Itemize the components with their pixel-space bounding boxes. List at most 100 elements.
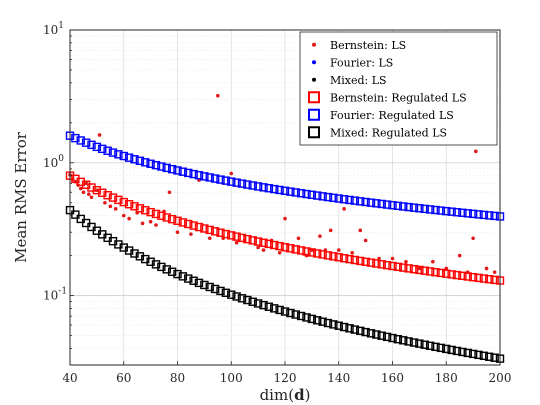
x-tick-label: 180 — [435, 371, 458, 385]
bernstein-ls-point — [261, 248, 266, 252]
bernstein-regulated-ls-marker — [436, 268, 446, 278]
fourier-regulated-ls-marker — [425, 205, 435, 214]
bernstein-regulated-ls-marker — [350, 255, 360, 265]
legend-dot-marker — [312, 77, 316, 82]
fourier-regulated-ls-marker — [124, 153, 134, 162]
bernstein-ls-point — [350, 250, 354, 255]
fourier-regulated-ls-marker — [474, 210, 483, 219]
y-axis-label: Mean RMS Error — [12, 131, 30, 263]
fourier-regulated-ls-marker — [447, 207, 456, 216]
bernstein-regulated-ls-marker — [302, 247, 311, 256]
mixed-regulated-ls-marker — [388, 333, 397, 343]
bernstein-regulated-ls-marker — [184, 219, 193, 229]
mixed-regulated-ls-marker — [210, 284, 220, 294]
fourier-regulated-ls-marker — [167, 164, 177, 174]
mixed-regulated-ls-marker — [264, 302, 274, 311]
fourier-regulated-ls-marker — [409, 203, 419, 212]
fourier-regulated-ls-marker — [151, 160, 161, 170]
fourier-regulated-ls-marker — [264, 184, 274, 193]
mixed-regulated-ls-marker — [393, 334, 403, 344]
fourier-regulated-ls-marker — [307, 190, 317, 200]
bernstein-ls-point — [283, 216, 287, 221]
bernstein-ls-point — [216, 93, 220, 98]
fourier-regulated-ls-marker — [431, 205, 440, 215]
fourier-regulated-ls-marker — [291, 188, 300, 197]
bernstein-ls-point — [358, 228, 363, 233]
legend: Bernstein: LS Fourier: LS Mixed: LS Bernste… — [299, 31, 498, 146]
mixed-regulated-ls-marker — [162, 265, 171, 274]
mixed-regulated-ls-marker — [302, 313, 311, 322]
mixed-regulated-ls-marker — [356, 326, 365, 336]
fourier-regulated-ls-marker — [210, 174, 220, 183]
mixed-regulated-ls-marker — [334, 321, 343, 330]
fourier-regulated-ls-marker — [356, 197, 365, 206]
bernstein-regulated-ls-marker — [151, 209, 161, 219]
bernstein-regulated-ls-marker — [280, 243, 290, 252]
bernstein-regulated-ls-marker — [92, 185, 102, 195]
mixed-regulated-ls-marker — [490, 353, 499, 362]
fourier-regulated-ls-marker — [87, 140, 96, 150]
legend-box — [299, 31, 498, 146]
legend-label: Fourier: LS — [330, 56, 393, 69]
fourier-regulated-ls-marker — [178, 167, 188, 176]
bernstein-ls-point — [229, 171, 234, 176]
mixed-regulated-ls-marker — [366, 329, 376, 338]
mixed-regulated-ls-marker — [221, 288, 231, 298]
mixed-regulated-ls-marker — [151, 260, 161, 269]
mixed-regulated-ls-marker — [237, 294, 247, 303]
fourier-regulated-ls-marker — [436, 206, 446, 215]
legend-label: Mixed: Regulated LS — [330, 126, 447, 139]
bernstein-ls-point — [431, 259, 435, 264]
fourier-regulated-ls-marker — [194, 171, 204, 180]
bernstein-regulated-ls-marker — [329, 252, 338, 261]
bernstein-ls-point — [113, 207, 118, 211]
legend-label: Bernstein: LS — [330, 39, 406, 52]
legend-label: Mixed: LS — [330, 74, 387, 87]
bernstein-regulated-ls-marker — [442, 269, 451, 278]
y-tick-label: 101 — [43, 21, 64, 37]
fourier-regulated-ls-marker — [382, 200, 392, 209]
fourier-regulated-ls-marker — [345, 195, 354, 205]
bernstein-regulated-ls-marker — [447, 270, 456, 279]
fourier-regulated-ls-marker — [103, 146, 112, 155]
bernstein-regulated-ls-marker — [420, 266, 429, 275]
bernstein-regulated-ls-marker — [415, 265, 424, 275]
mixed-regulated-ls-marker — [339, 322, 349, 332]
bernstein-ls-point — [189, 232, 193, 236]
bernstein-regulated-ls-marker — [194, 222, 204, 232]
bernstein-ls-point — [127, 216, 131, 221]
bernstein-regulated-ls-marker — [291, 245, 300, 254]
bernstein-ls-point — [167, 190, 172, 195]
x-axis-label: dim(d) — [260, 386, 311, 404]
mixed-regulated-ls-marker — [248, 297, 257, 306]
bernstein-ls-point — [234, 240, 239, 245]
mixed-regulated-ls-marker — [313, 316, 322, 325]
fourier-regulated-ls-marker — [81, 138, 91, 147]
y-tick-label: 100 — [43, 154, 64, 170]
fourier-regulated-ls-marker — [452, 208, 462, 217]
bernstein-ls-point — [108, 204, 113, 209]
fourier-regulated-ls-marker — [92, 142, 102, 152]
bernstein-ls-point — [444, 266, 449, 271]
bernstein-ls-point — [175, 230, 180, 235]
mixed-regulated-ls-marker — [253, 299, 263, 308]
fourier-regulated-ls-marker — [259, 183, 268, 192]
bernstein-regulated-ls-marker — [377, 260, 386, 269]
mixed-regulated-ls-marker — [350, 325, 360, 334]
fourier-regulated-ls-marker — [216, 175, 225, 184]
bernstein-ls-point — [474, 149, 478, 154]
bernstein-ls-point — [471, 236, 475, 241]
fourier-regulated-ls-marker — [296, 189, 306, 198]
bernstein-regulated-ls-marker — [124, 200, 134, 209]
fourier-regulated-ls-marker — [442, 206, 451, 216]
mixed-regulated-ls-marker — [291, 310, 300, 319]
bernstein-ls-point — [484, 266, 489, 271]
bernstein-regulated-ls-marker — [135, 204, 145, 213]
mixed-regulated-ls-marker — [345, 324, 354, 333]
bernstein-ls-point — [417, 266, 422, 271]
bernstein-regulated-ls-marker — [458, 271, 467, 281]
mixed-regulated-ls-marker — [243, 295, 252, 305]
bernstein-ls-point — [318, 234, 322, 238]
fourier-regulated-ls-marker — [130, 155, 139, 164]
